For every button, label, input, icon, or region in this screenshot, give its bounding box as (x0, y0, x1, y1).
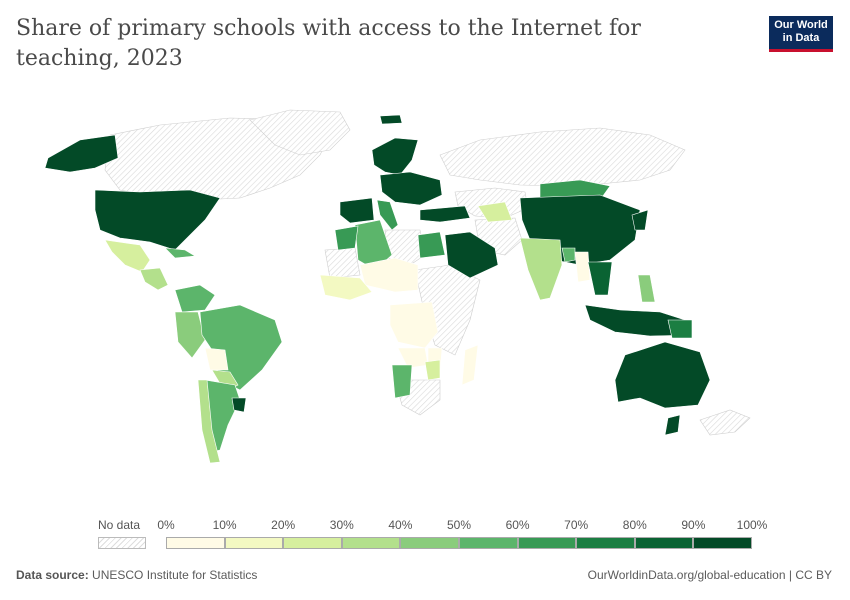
legend-bin-4[interactable] (400, 537, 459, 549)
map-region-alaska (44, 134, 119, 173)
data-source-value[interactable]: UNESCO Institute for Statistics (92, 568, 258, 582)
map-region-namibia (391, 364, 413, 399)
map-region-bolivia (204, 347, 229, 371)
logo-line-1: Our World (774, 19, 828, 31)
map-legend: No data 0% 10% 20% 30% 40% 50% 60% 70% 80% 90% 100… (98, 516, 778, 556)
map-region-southeast-asia (587, 261, 613, 296)
west-sahara-nodata (324, 247, 361, 279)
legend-tick-label: 70% (564, 518, 589, 532)
map-region-west-africa (319, 274, 373, 301)
legend-tick-label: 80% (622, 518, 647, 532)
legend-no-data-label: No data (98, 518, 141, 532)
map-region-central-africa (389, 301, 439, 349)
legend-tick-label: 50% (446, 518, 472, 532)
map-region-australia (614, 341, 711, 409)
legend-tick-label: 90% (681, 518, 706, 532)
legend-tick-label: 20% (271, 518, 296, 532)
legend-tick-label: 10% (212, 518, 237, 532)
legend-bin-8[interactable] (634, 537, 694, 549)
russia-nodata (439, 127, 686, 187)
world-map (44, 109, 751, 464)
map-region-papua-new-guinea (667, 319, 693, 339)
logo-line-2: in Data (782, 32, 820, 44)
map-region-central-america (139, 267, 169, 291)
map-region-turkey (419, 205, 471, 223)
map-region-united-states (94, 189, 221, 251)
legend-tick-label: 100% (736, 518, 768, 532)
legend-tick-label: 40% (388, 518, 413, 532)
map-region-iceland (379, 114, 403, 125)
data-source: Data source: UNESCO Institute for Statis… (16, 568, 257, 582)
map-region-madagascar (461, 344, 479, 386)
map-region-arabian-peninsula (444, 231, 499, 279)
greenland-nodata (249, 109, 351, 156)
legend-bin-7[interactable] (576, 537, 635, 549)
antarctica-nodata (699, 409, 751, 436)
map-region-morocco (334, 225, 359, 251)
legend-tick-label: 60% (505, 518, 530, 532)
legend-tick-label: 0% (157, 518, 175, 532)
legend-bin-6[interactable] (517, 537, 577, 549)
source-url[interactable]: OurWorldinData.org/global-education | CC… (587, 568, 832, 582)
map-region-myanmar (574, 251, 591, 283)
map-region-central-europe (379, 171, 443, 206)
map-region-iberia (339, 197, 375, 224)
map-region-scandinavia (371, 137, 419, 176)
map-region-uruguay (231, 397, 247, 413)
map-region-japan (631, 209, 649, 231)
map-region-bangladesh (561, 247, 576, 263)
map-region-mexico (104, 239, 151, 273)
legend-bin-2[interactable] (283, 537, 342, 549)
map-region-italy (376, 199, 399, 231)
map-region-peru (174, 311, 206, 359)
map-region-india (519, 237, 563, 301)
map-region-new-zealand (664, 414, 681, 436)
map-region-cuba (164, 247, 196, 259)
map-region-philippines (637, 274, 656, 303)
map-region-malawi (424, 359, 441, 381)
legend-bin-9[interactable] (693, 537, 752, 549)
legend-bin-5[interactable] (459, 537, 518, 549)
legend-no-data-swatch (98, 537, 146, 549)
map-region-turkmenistan (477, 201, 513, 223)
legend-bin-3[interactable] (341, 537, 401, 549)
map-region-chile (197, 379, 221, 464)
legend-bin-0[interactable] (166, 537, 225, 549)
map-region-colombia-venezuela (174, 284, 216, 313)
chart-title: Share of primary schools with access to … (16, 16, 641, 71)
map-region-brazil (199, 304, 283, 391)
legend-bin-1[interactable] (224, 537, 284, 549)
data-source-label: Data source: (16, 568, 89, 582)
map-region-sahel (359, 257, 419, 293)
legend-tick-label: 30% (329, 518, 354, 532)
map-region-egypt (417, 231, 446, 259)
owid-logo[interactable]: Our World in Data (769, 16, 833, 52)
